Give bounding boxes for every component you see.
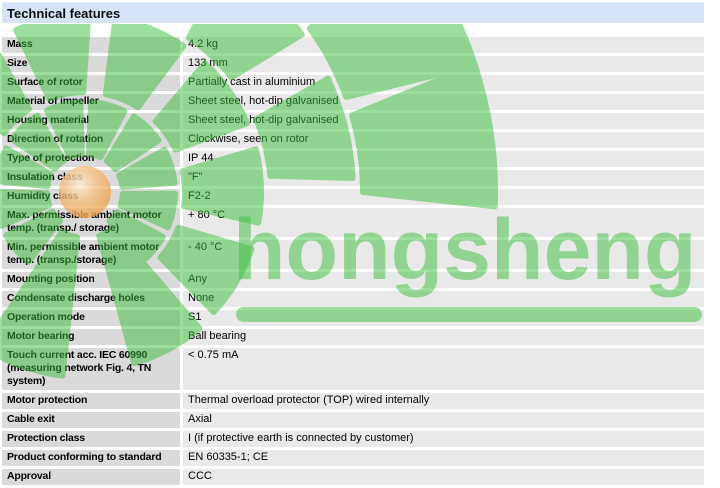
table-row: Insulation class "F" (2, 170, 704, 186)
table-row: Housing material Sheet steel, hot-dip gal… (2, 113, 704, 129)
row-label: Min. permissible ambient motor temp. (tr… (2, 240, 180, 269)
table-row: Humidity class F2-2 (2, 189, 704, 205)
table-row: Product conforming to standard EN 60335-1… (2, 450, 704, 466)
row-value: I (if protective earth is connected by c… (183, 431, 704, 447)
section-header: Technical features (2, 2, 704, 23)
row-label: Mass (2, 37, 180, 53)
row-value: IP 44 (183, 151, 704, 167)
table-row: Type of protection IP 44 (2, 151, 704, 167)
row-value: Any (183, 272, 704, 288)
table-row: Approval CCC (2, 469, 704, 485)
row-label: Condensate discharge holes (2, 291, 180, 307)
table-row: Mass 4.2 kg (2, 37, 704, 53)
table-row: Size 133 mm (2, 56, 704, 72)
row-value: 4.2 kg (183, 37, 704, 53)
row-value: Axial (183, 412, 704, 428)
row-value: - 40 °C (183, 240, 704, 269)
table-row: Max. permissible ambient motor temp. (tr… (2, 208, 704, 237)
row-label: Motor protection (2, 393, 180, 409)
row-value: S1 (183, 310, 704, 326)
row-label: Approval (2, 469, 180, 485)
row-value: "F" (183, 170, 704, 186)
row-value: Clockwise, seen on rotor (183, 132, 704, 148)
row-label: Max. permissible ambient motor temp. (tr… (2, 208, 180, 237)
row-value: Ball bearing (183, 329, 704, 345)
table-row: Mounting position Any (2, 272, 704, 288)
table-row: Motor bearing Ball bearing (2, 329, 704, 345)
row-label: Mounting position (2, 272, 180, 288)
row-value: Thermal overload protector (TOP) wired i… (183, 393, 704, 409)
row-value: + 80 °C (183, 208, 704, 237)
table-row: Direction of rotation Clockwise, seen on … (2, 132, 704, 148)
table-row: Motor protection Thermal overload protect… (2, 393, 704, 409)
table-row: Protection class I (if protective earth i… (2, 431, 704, 447)
row-label: Touch current acc. IEC 60990 (measuring … (2, 348, 180, 390)
row-label: Cable exit (2, 412, 180, 428)
row-value: Sheet steel, hot-dip galvanised (183, 113, 704, 129)
row-label: Surface of rotor (2, 75, 180, 91)
row-label: Size (2, 56, 180, 72)
row-label: Insulation class (2, 170, 180, 186)
row-value: None (183, 291, 704, 307)
row-value: 133 mm (183, 56, 704, 72)
table-row: Operation mode S1 (2, 310, 704, 326)
row-value: EN 60335-1; CE (183, 450, 704, 466)
table-row: Condensate discharge holes None (2, 291, 704, 307)
row-value: CCC (183, 469, 704, 485)
table-row: Min. permissible ambient motor temp. (tr… (2, 240, 704, 269)
table-row: Material of impeller Sheet steel, hot-dip… (2, 94, 704, 110)
spec-table: Mass 4.2 kg Size 133 mm Surface of rotor Part… (2, 37, 704, 485)
page-title: Technical features (7, 5, 121, 21)
row-label: Type of protection (2, 151, 180, 167)
table-row: Cable exit Axial (2, 412, 704, 428)
row-label: Protection class (2, 431, 180, 447)
row-value: Sheet steel, hot-dip galvanised (183, 94, 704, 110)
row-label: Operation mode (2, 310, 180, 326)
table-row: Surface of rotor Partially cast in alumin… (2, 75, 704, 91)
table-row: Touch current acc. IEC 60990 (measuring … (2, 348, 704, 390)
row-value: F2-2 (183, 189, 704, 205)
row-label: Product conforming to standard (2, 450, 180, 466)
row-label: Material of impeller (2, 94, 180, 110)
row-label: Direction of rotation (2, 132, 180, 148)
row-value: < 0.75 mA (183, 348, 704, 390)
row-label: Humidity class (2, 189, 180, 205)
row-label: Motor bearing (2, 329, 180, 345)
row-label: Housing material (2, 113, 180, 129)
row-value: Partially cast in aluminium (183, 75, 704, 91)
